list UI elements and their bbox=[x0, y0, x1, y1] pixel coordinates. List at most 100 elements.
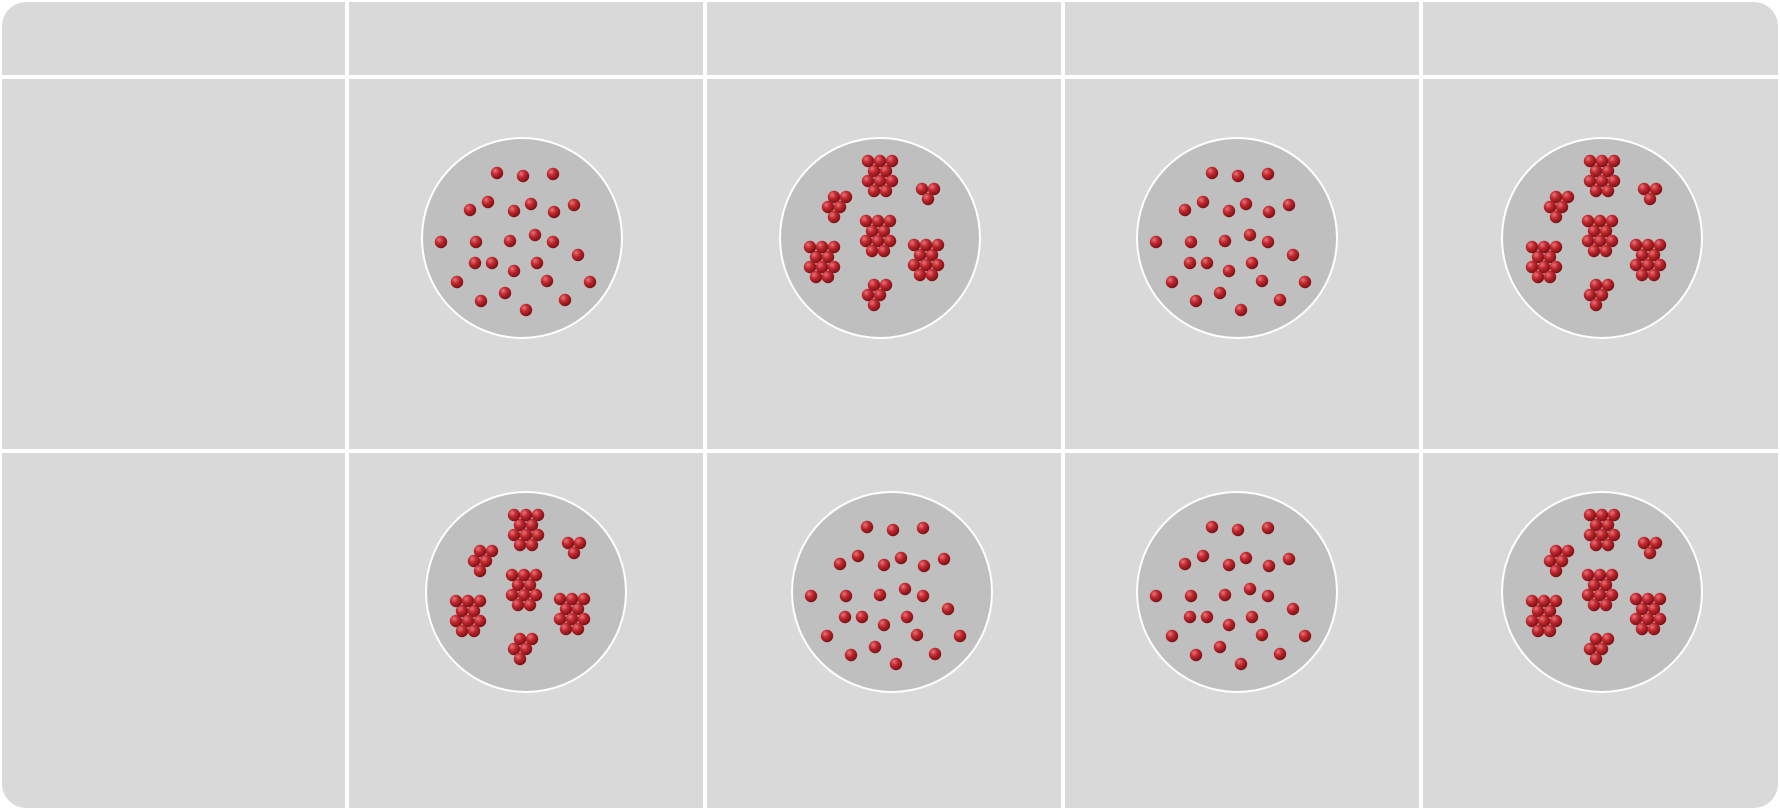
particle bbox=[1183, 610, 1197, 624]
particle bbox=[528, 228, 542, 242]
particle bbox=[859, 214, 873, 228]
particle bbox=[1549, 594, 1563, 608]
particle bbox=[873, 154, 887, 168]
particle bbox=[1637, 182, 1651, 196]
particle bbox=[507, 204, 521, 218]
particle bbox=[844, 648, 858, 662]
particle bbox=[937, 552, 951, 566]
particle bbox=[1543, 604, 1557, 618]
particle bbox=[1549, 240, 1563, 254]
particle bbox=[571, 622, 585, 636]
particle bbox=[804, 589, 818, 603]
particle bbox=[917, 559, 931, 573]
particle bbox=[1531, 604, 1545, 618]
particle bbox=[571, 248, 585, 262]
particle bbox=[931, 258, 945, 272]
particle bbox=[1643, 192, 1657, 206]
particle bbox=[873, 174, 887, 188]
particle bbox=[1601, 278, 1615, 292]
petri-dish bbox=[1136, 137, 1338, 339]
particle bbox=[865, 244, 879, 258]
particle bbox=[1537, 260, 1551, 274]
particle bbox=[1589, 278, 1603, 292]
particle bbox=[1255, 628, 1269, 642]
particle bbox=[1599, 244, 1613, 258]
particle bbox=[1222, 264, 1236, 278]
particle bbox=[839, 589, 853, 603]
particle bbox=[513, 518, 527, 532]
particle bbox=[1205, 166, 1219, 180]
particle bbox=[851, 549, 865, 563]
particle bbox=[503, 234, 517, 248]
particle bbox=[1587, 578, 1601, 592]
particle bbox=[1601, 632, 1615, 646]
particle bbox=[1231, 169, 1245, 183]
particle bbox=[1234, 657, 1248, 671]
particle bbox=[1205, 520, 1219, 534]
particle bbox=[1561, 544, 1575, 558]
particle bbox=[877, 618, 891, 632]
particle bbox=[1243, 228, 1257, 242]
particle bbox=[827, 190, 841, 204]
particle bbox=[523, 598, 537, 612]
particle bbox=[1234, 303, 1248, 317]
particle bbox=[1601, 184, 1615, 198]
particle bbox=[1653, 238, 1667, 252]
particle bbox=[827, 210, 841, 224]
particle bbox=[894, 551, 908, 565]
particle bbox=[1178, 557, 1192, 571]
particle bbox=[827, 260, 841, 274]
particle bbox=[815, 260, 829, 274]
particle bbox=[1200, 610, 1214, 624]
particle bbox=[490, 166, 504, 180]
particle bbox=[885, 174, 899, 188]
petri-dish bbox=[421, 137, 623, 339]
particle bbox=[525, 632, 539, 646]
particle bbox=[485, 256, 499, 270]
particle bbox=[498, 286, 512, 300]
particle bbox=[473, 594, 487, 608]
particle bbox=[1595, 288, 1609, 302]
particle bbox=[1647, 268, 1661, 282]
particle bbox=[1589, 632, 1603, 646]
particle bbox=[1589, 652, 1603, 666]
particle bbox=[1200, 256, 1214, 270]
particle bbox=[1629, 258, 1643, 272]
particle bbox=[505, 568, 519, 582]
particle bbox=[467, 554, 481, 568]
particle bbox=[559, 602, 573, 616]
particle bbox=[921, 192, 935, 206]
particle bbox=[879, 278, 893, 292]
particle bbox=[565, 592, 579, 606]
particle bbox=[1245, 256, 1259, 270]
particle bbox=[861, 288, 875, 302]
particle bbox=[1599, 598, 1613, 612]
particle bbox=[523, 578, 537, 592]
particle bbox=[1605, 568, 1619, 582]
particle bbox=[519, 508, 533, 522]
particle bbox=[519, 528, 533, 542]
particle bbox=[519, 303, 533, 317]
particle bbox=[1601, 518, 1615, 532]
particle bbox=[1239, 551, 1253, 565]
particle bbox=[1549, 190, 1563, 204]
particle bbox=[821, 200, 835, 214]
particle bbox=[860, 520, 874, 534]
particle bbox=[1635, 602, 1649, 616]
particle bbox=[1273, 293, 1287, 307]
dish-r2-c1 bbox=[425, 491, 627, 693]
particle bbox=[467, 604, 481, 618]
particle bbox=[877, 244, 891, 258]
particle bbox=[1184, 589, 1198, 603]
particle bbox=[931, 238, 945, 252]
particle bbox=[1583, 642, 1597, 656]
dish-r1-c2 bbox=[779, 137, 981, 339]
particle bbox=[540, 274, 554, 288]
particle bbox=[1543, 624, 1557, 638]
particle bbox=[1595, 642, 1609, 656]
particle bbox=[461, 594, 475, 608]
particle bbox=[517, 568, 531, 582]
particle bbox=[1543, 200, 1557, 214]
particle bbox=[1595, 174, 1609, 188]
particle bbox=[839, 190, 853, 204]
